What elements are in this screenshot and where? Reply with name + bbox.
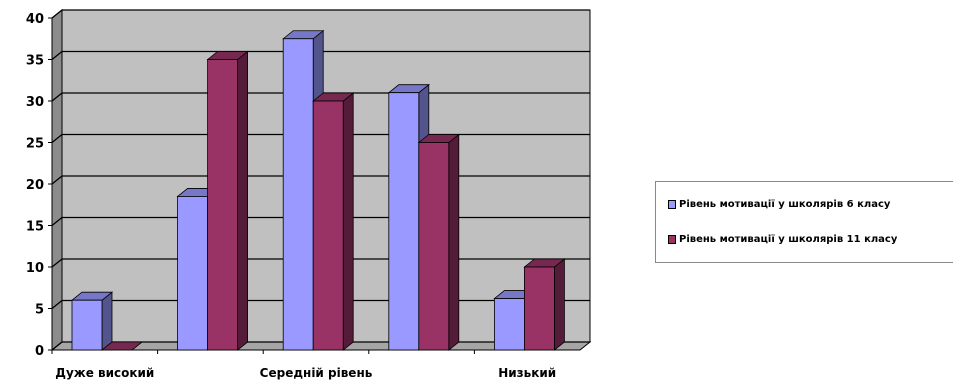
grid-line bbox=[51, 9, 590, 19]
bar bbox=[100, 341, 144, 351]
x-tick-label: Дуже високий bbox=[55, 366, 154, 380]
legend-swatch-series-2 bbox=[668, 235, 676, 244]
bar-front bbox=[388, 92, 420, 351]
y-tick-label: 35 bbox=[26, 54, 44, 69]
bars bbox=[70, 29, 566, 351]
bar bbox=[523, 258, 566, 351]
bar-front bbox=[71, 299, 103, 351]
bar-front bbox=[207, 59, 239, 351]
bar-side bbox=[342, 92, 354, 351]
bar-front bbox=[312, 100, 344, 351]
bar-front bbox=[493, 298, 525, 351]
grid-line bbox=[51, 50, 590, 61]
legend-swatch-series-1 bbox=[668, 200, 676, 209]
x-tick-label: Низький bbox=[498, 366, 556, 380]
bar bbox=[417, 133, 460, 351]
bar-front bbox=[418, 142, 450, 351]
bar bbox=[312, 92, 355, 351]
x-axis-labels: Дуже високий Середній рівень Низький bbox=[51, 350, 556, 380]
y-tick-label: 25 bbox=[26, 137, 44, 152]
legend-item-series-2: Рівень мотивації у школярів 11 класу bbox=[668, 234, 897, 245]
bar bbox=[206, 50, 249, 351]
legend-label-series-2: Рівень мотивації у школярів 11 класу bbox=[679, 234, 898, 245]
y-tick-label: 40 bbox=[26, 12, 44, 27]
y-tick-label: 0 bbox=[35, 344, 44, 359]
legend-item-series-1: Рівень мотивації у школярів 6 класу bbox=[668, 199, 890, 210]
bar-side bbox=[448, 133, 460, 351]
bar-front bbox=[524, 266, 555, 351]
bar-side bbox=[237, 50, 249, 351]
y-tick-label: 5 bbox=[35, 303, 44, 318]
bar-side bbox=[554, 258, 565, 351]
bar-front bbox=[177, 196, 209, 351]
bar bbox=[70, 291, 114, 351]
bar-top bbox=[100, 341, 144, 351]
legend-label-series-1: Рівень мотивації у школярів 6 класу bbox=[679, 199, 891, 210]
y-axis-ticks: 0 5 10 15 20 25 30 35 40 bbox=[26, 12, 580, 359]
y-tick-label: 10 bbox=[26, 261, 44, 276]
legend: Рівень мотивації у школярів 6 класу Ріве… bbox=[655, 181, 953, 263]
bar-side bbox=[101, 291, 113, 351]
y-tick-label: 15 bbox=[26, 220, 44, 235]
y-tick-label: 30 bbox=[26, 95, 44, 110]
bar-front bbox=[282, 38, 314, 351]
y-tick-label: 20 bbox=[26, 178, 44, 193]
x-tick-label: Середній рівень bbox=[260, 366, 373, 380]
